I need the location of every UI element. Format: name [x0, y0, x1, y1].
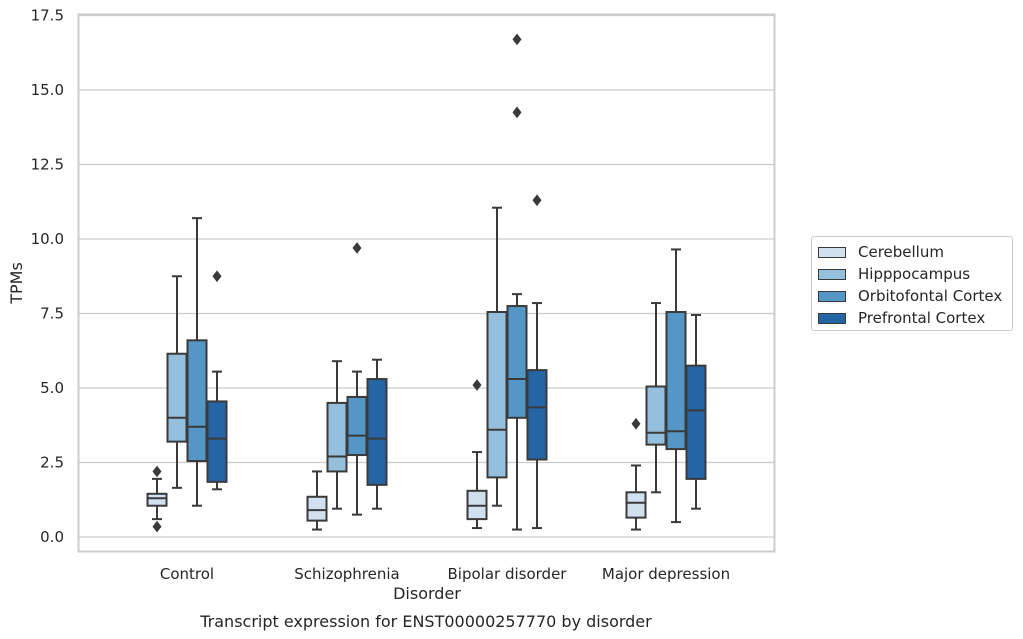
figure-caption: Transcript expression for ENST0000025777…: [199, 612, 652, 631]
box-iqr: [685, 364, 707, 480]
box-cerebellum: [625, 417, 647, 531]
outlier-point: [472, 379, 482, 391]
box-cerebellum: [466, 379, 488, 530]
y-tick-label: 5.0: [40, 379, 64, 397]
y-tick-label: 12.5: [31, 156, 64, 174]
outlier-point: [631, 417, 641, 430]
outlier-point: [512, 33, 522, 46]
box-hipppocampus: [486, 206, 508, 507]
box-cerebellum: [146, 465, 168, 533]
box-hipppocampus: [326, 360, 348, 510]
x-tick-label: Schizophrenia: [294, 565, 399, 583]
box-iqr: [146, 492, 168, 507]
x-tick-label: Major depression: [602, 565, 730, 583]
box-prefrontal-cortex: [366, 358, 388, 510]
legend-item: Prefrontal Cortex: [818, 307, 1012, 329]
x-tick-label: Control: [160, 565, 214, 583]
box-iqr: [645, 385, 667, 446]
legend-swatch: [818, 246, 846, 258]
y-tick-label: 0.0: [40, 528, 64, 546]
box-orbitofontal-cortex: [506, 33, 528, 531]
legend-swatch: [818, 268, 846, 280]
outlier-point: [152, 520, 162, 533]
outlier-point: [212, 270, 222, 283]
legend: Cerebellum Hipppocampus Orbitofontal Corte…: [811, 236, 1013, 331]
outlier-point: [532, 194, 542, 207]
box-prefrontal-cortex: [206, 270, 228, 491]
box-iqr: [486, 311, 508, 479]
box-cerebellum: [306, 470, 328, 531]
box-orbitofontal-cortex: [186, 217, 208, 507]
box-prefrontal-cortex: [685, 313, 707, 510]
legend-item: Orbitofontal Cortex: [818, 285, 1012, 307]
box-orbitofontal-cortex: [665, 248, 687, 524]
y-tick-label: 10.0: [31, 230, 64, 248]
legend-swatch: [818, 312, 846, 324]
box-hipppocampus: [166, 275, 188, 489]
grid-lines: [79, 14, 774, 538]
y-axis-label: TPMs: [7, 262, 26, 305]
box-iqr: [306, 495, 328, 522]
box-groups: [146, 33, 707, 533]
legend-swatch: [818, 290, 846, 302]
legend-label: Prefrontal Cortex: [858, 309, 986, 327]
legend-label: Cerebellum: [858, 243, 944, 261]
legend-label: Orbitofontal Cortex: [858, 287, 1003, 305]
box-prefrontal-cortex: [526, 194, 548, 530]
outlier-point: [512, 106, 522, 119]
box-iqr: [366, 378, 388, 486]
box-iqr: [326, 401, 348, 473]
box-iqr: [346, 395, 368, 457]
legend-item: Hipppocampus: [818, 263, 1012, 285]
x-tick-labels: Control Schizophrenia Bipolar disorder Majo…: [160, 565, 730, 583]
y-tick-label: 7.5: [40, 305, 64, 323]
y-tick-label: 15.0: [31, 81, 64, 99]
outlier-point: [352, 242, 362, 254]
outlier-point: [152, 465, 162, 478]
box-iqr: [206, 400, 228, 483]
box-orbitofontal-cortex: [346, 242, 368, 516]
legend-item: Cerebellum: [818, 241, 1012, 263]
box-iqr: [166, 352, 188, 443]
box-iqr: [625, 491, 647, 519]
x-tick-label: Bipolar disorder: [448, 565, 568, 583]
legend-label: Hipppocampus: [858, 265, 971, 283]
y-tick-labels: 0.0 2.5 5.0 7.5 10.0 12.5 15.0 17.5: [31, 7, 64, 547]
plot-frame: [77, 13, 776, 553]
y-tick-label: 17.5: [31, 7, 64, 25]
x-axis-label: Disorder: [393, 584, 461, 603]
box-hipppocampus: [645, 302, 667, 494]
box-iqr: [665, 311, 687, 451]
y-tick-label: 2.5: [40, 454, 64, 472]
box-iqr: [526, 369, 548, 461]
box-iqr: [506, 305, 528, 419]
box-iqr: [186, 339, 208, 463]
